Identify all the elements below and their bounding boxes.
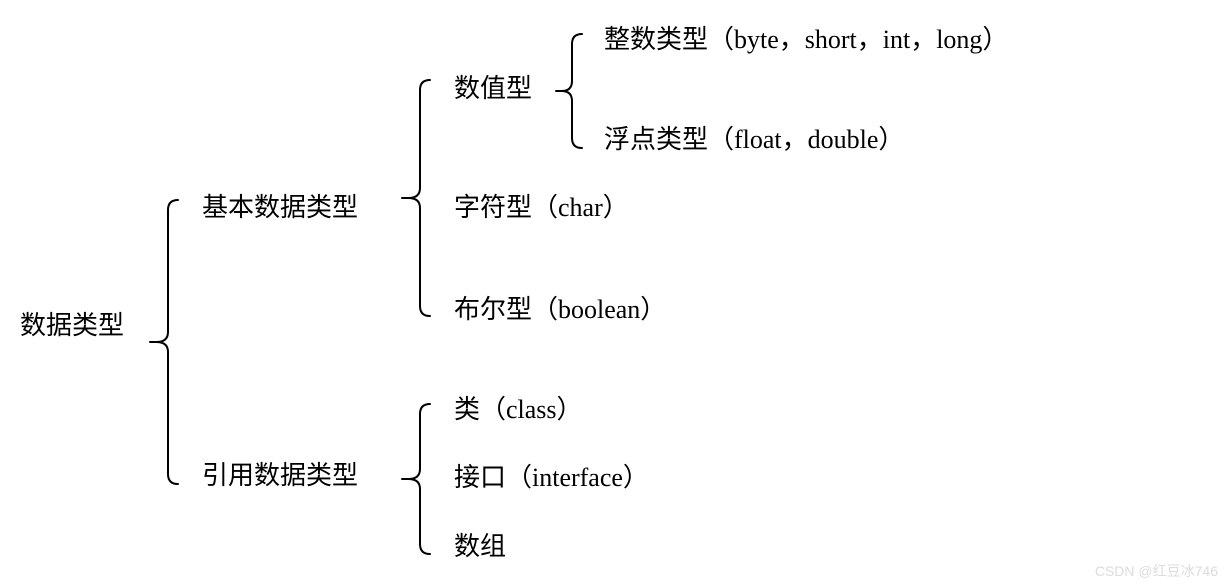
node-numeric: 数值型 [454,74,532,103]
node-reference: 引用数据类型 [202,461,358,490]
node-integer: 整数类型（byte，short，int，long） [604,25,1008,54]
node-float: 浮点类型（float，double） [604,125,904,154]
node-bool: 布尔型（boolean） [454,295,666,324]
watermark: CSDN @红豆冰746 [1095,563,1218,579]
node-class: 类（class） [454,395,583,424]
node-array: 数组 [454,532,506,561]
node-root: 数据类型 [20,311,124,340]
node-interface: 接口（interface） [454,463,649,492]
node-primitive: 基本数据类型 [202,193,358,222]
diagram-background [0,0,1226,584]
node-char: 字符型（char） [454,193,629,222]
